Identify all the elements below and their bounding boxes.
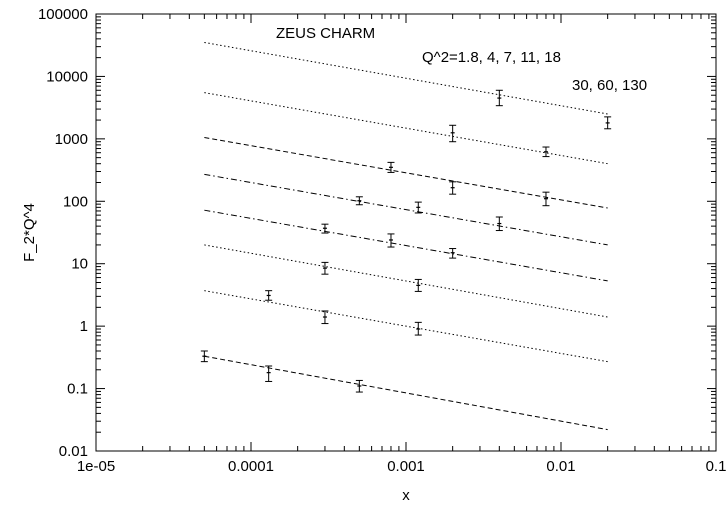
- data-point: [495, 89, 503, 107]
- data-point: [387, 233, 395, 248]
- x-tick-label: 0.001: [387, 458, 425, 475]
- data-point: [414, 278, 422, 292]
- fit-lines: [204, 41, 608, 431]
- data-point: [265, 290, 273, 301]
- y-tick-label: 100000: [38, 6, 88, 23]
- data-point: [495, 216, 503, 232]
- data-point: [387, 161, 395, 173]
- fit-line: [204, 209, 608, 282]
- y-tick-label: 1000: [55, 131, 88, 148]
- data-point: [355, 379, 363, 393]
- data-point: [321, 223, 329, 234]
- annotation-experiment: ZEUS CHARM: [276, 25, 375, 42]
- data-point: [449, 181, 457, 195]
- fit-line: [204, 290, 608, 363]
- data-points: [200, 89, 612, 393]
- x-tick-labels: 1e-05 0.0001 0.001 0.01 0.1: [77, 458, 726, 475]
- annotation-q2-values-1: Q^2=1.8, 4, 7, 11, 18: [422, 49, 561, 66]
- data-point: [604, 116, 612, 130]
- y-tick-label: 0.1: [67, 381, 88, 398]
- data-point: [414, 321, 422, 336]
- x-tick-label: 1e-05: [77, 458, 115, 475]
- data-point: [265, 365, 273, 382]
- fit-line: [204, 244, 608, 318]
- fit-line: [204, 137, 608, 209]
- fit-line: [204, 92, 608, 165]
- x-axis-label: x: [402, 487, 410, 504]
- axis-ticks: [95, 13, 717, 452]
- data-point: [542, 191, 550, 207]
- y-tick-label: 100: [63, 193, 88, 210]
- y-tick-label: 1: [80, 318, 88, 335]
- data-point: [200, 350, 208, 363]
- data-point: [414, 201, 422, 214]
- x-tick-label: 0.0001: [228, 458, 274, 475]
- y-tick-label: 0.01: [59, 443, 88, 460]
- data-point: [542, 146, 550, 158]
- y-axis-label: F_2*Q^4: [21, 203, 38, 262]
- fit-line: [204, 41, 608, 115]
- data-point: [321, 261, 329, 275]
- y-tick-label: 10: [71, 256, 88, 273]
- data-point: [449, 248, 457, 259]
- x-tick-label: 0.01: [546, 458, 575, 475]
- x-tick-label: 0.1: [706, 458, 726, 475]
- y-tick-labels: 0.01 0.1 1 10 100 1000 10000 100000: [38, 6, 88, 460]
- fit-line: [204, 355, 608, 431]
- fit-line: [204, 173, 608, 246]
- data-point: [355, 196, 363, 206]
- data-point: [321, 310, 329, 325]
- data-point: [449, 124, 457, 143]
- annotation-q2-values-2: 30, 60, 130: [572, 77, 647, 94]
- y-tick-label: 10000: [46, 68, 88, 85]
